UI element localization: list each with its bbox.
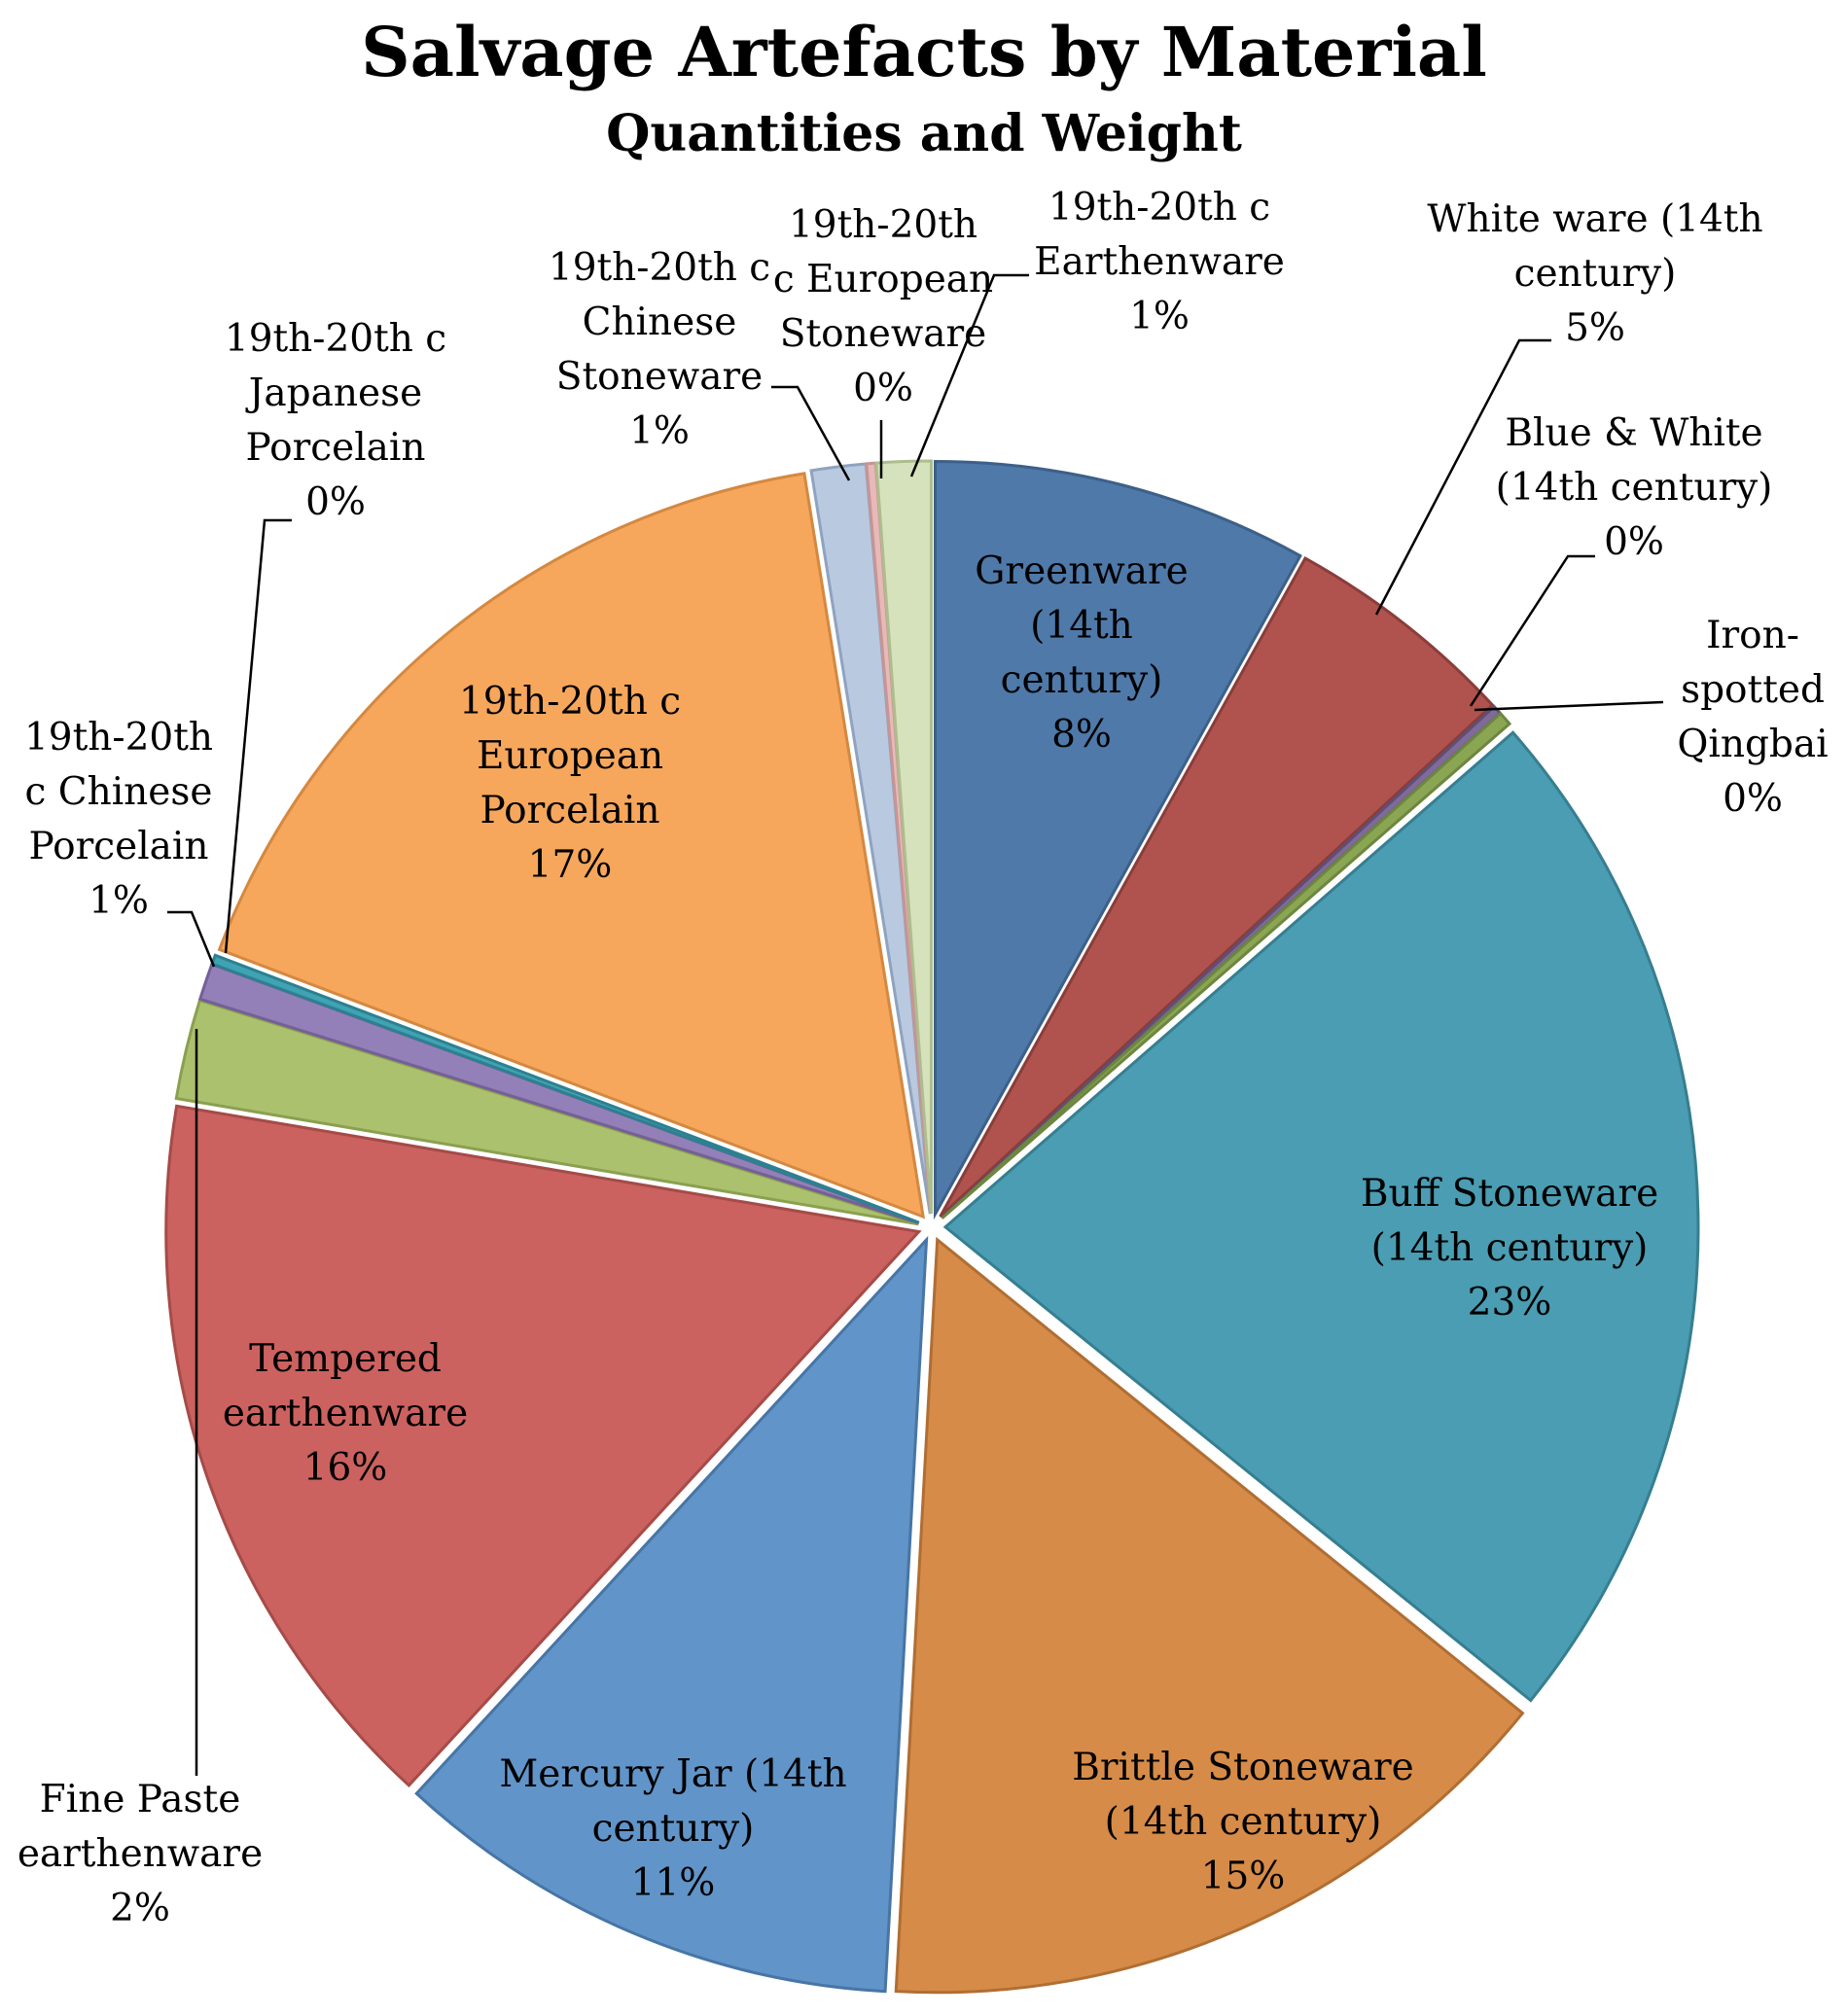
pie-slice-12 [217, 472, 926, 1220]
slice-label-2: White ware (14th century) 5% [1427, 197, 1762, 350]
slice-label-14: 19th-20th c European Stoneware 0% [773, 203, 993, 410]
slice-label-line: Earthenware [1034, 240, 1285, 284]
slice-percent: 1% [89, 879, 149, 923]
slice-label-10: 19th-20th c Chinese Porcelain 1% [24, 716, 213, 923]
slice-label-line: 19th-20th c [549, 246, 770, 290]
slice-label-line: earthenware [223, 1392, 468, 1435]
slice-percent: 0% [1723, 777, 1783, 821]
slice-percent: 5% [1565, 306, 1625, 350]
leader-line-3 [1469, 554, 1595, 707]
pie-slice-6 [894, 1236, 1525, 1995]
slice-label-1: Greenware (14th century) 8% [975, 549, 1188, 757]
slice-label-12: 19th-20th c European Porcelain 17% [459, 680, 681, 887]
pie-slice-7 [414, 1235, 929, 1994]
pie-slices [164, 459, 1700, 1995]
slice-label-line: 19th-20th c [459, 680, 681, 724]
slice-label-line: Fine Paste [40, 1778, 241, 1821]
slice-label-line: Buff Stoneware [1361, 1172, 1658, 1216]
slice-percent: 23% [1468, 1281, 1552, 1325]
slice-label-line: (14th [1030, 604, 1133, 648]
slice-label-line: earthenware [18, 1832, 263, 1876]
slice-label-line: spotted [1681, 668, 1825, 712]
slice-label-line: Japanese [245, 371, 422, 415]
slice-label-8: Tempered earthenware 16% [223, 1337, 468, 1490]
slice-label-line: c Chinese [25, 770, 213, 814]
slice-label-line: century) [1001, 658, 1163, 702]
chart-subtitle: Quantities and Weight [606, 104, 1242, 163]
slice-label-15: 19th-20th c Earthenware 1% [1034, 186, 1285, 338]
slice-label-line: (14th century) [1496, 466, 1773, 510]
slice-label-line: (14th century) [1371, 1226, 1649, 1270]
slice-percent: 0% [305, 480, 366, 524]
slice-label-line: Blue & White [1505, 411, 1762, 455]
slice-percent: 0% [853, 367, 913, 410]
slice-label-5: Buff Stoneware (14th century) 23% [1361, 1172, 1658, 1325]
slice-percent: 16% [303, 1446, 388, 1490]
slice-percent: 8% [1051, 713, 1112, 757]
slice-label-3: Blue & White (14th century) 0% [1496, 411, 1773, 564]
slice-label-line: Porcelain [480, 789, 659, 832]
slice-label-line: Brittle Stoneware [1072, 1746, 1414, 1789]
slice-label-line: 19th-20th [789, 203, 977, 247]
slice-label-line: Qingbai [1677, 723, 1828, 766]
slice-label-6: Brittle Stoneware (14th century) 15% [1072, 1746, 1414, 1898]
pie-slice-2 [939, 556, 1495, 1219]
pie-slice-8 [164, 1104, 922, 1788]
slice-label-11: 19th-20th c Japanese Porcelain 0% [225, 317, 446, 524]
slice-label-line: Porcelain [28, 825, 208, 868]
leader-line-4 [1474, 700, 1664, 712]
slice-label-line: Mercury Jar (14th [499, 1752, 846, 1796]
pie-slice-15 [874, 459, 933, 1215]
slice-label-line: Stoneware [556, 355, 763, 399]
slice-label-4: Iron-spotted Qingbai 0% [1677, 614, 1828, 821]
chart-title: Salvage Artefacts by Material [361, 12, 1487, 92]
leader-line-13 [771, 385, 851, 481]
slice-label-line: 19th-20th c [1048, 186, 1270, 230]
slice-label-7: Mercury Jar (14th century) 11% [499, 1752, 846, 1905]
slice-label-line: European [477, 734, 663, 778]
slice-label-9: Fine Paste earthenware 2% [18, 1778, 263, 1930]
slice-label-line: Porcelain [245, 426, 425, 470]
pie-slice-4 [941, 711, 1512, 1220]
slice-percent: 1% [1129, 295, 1190, 338]
slice-label-line: Tempered [249, 1337, 442, 1381]
slice-labels: Greenware (14th century) 8% White ware (14th… [18, 186, 1829, 1930]
slice-percent: 1% [629, 409, 690, 453]
slice-label-line: century) [592, 1807, 755, 1851]
leader-lines [167, 273, 1664, 1776]
slice-label-line: Iron- [1706, 614, 1799, 657]
leader-line-2 [1374, 338, 1551, 616]
slice-percent: 2% [110, 1887, 170, 1930]
slice-label-line: (14th century) [1105, 1800, 1382, 1844]
slice-label-13: 19th-20th c Chinese Stoneware 1% [549, 246, 770, 453]
slice-label-line: 19th-20th [24, 716, 213, 760]
pie-slice-5 [942, 730, 1700, 1703]
slice-percent: 17% [528, 843, 613, 887]
leader-line-15 [909, 273, 1029, 477]
slice-label-line: White ware (14th [1427, 197, 1762, 241]
slice-label-line: Stoneware [780, 312, 986, 356]
slice-percent: 15% [1201, 1855, 1286, 1898]
leader-line-11 [224, 518, 292, 954]
slice-label-line: century) [1514, 252, 1677, 296]
slice-label-line: c European [773, 258, 993, 301]
slice-label-line: 19th-20th c [225, 317, 446, 361]
slice-percent: 11% [631, 1861, 716, 1905]
slice-label-line: Greenware [975, 549, 1188, 593]
leader-line-10 [167, 910, 216, 968]
pie-slice-1 [934, 459, 1302, 1220]
slice-label-line: Chinese [583, 300, 737, 344]
slice-percent: 0% [1604, 520, 1664, 564]
